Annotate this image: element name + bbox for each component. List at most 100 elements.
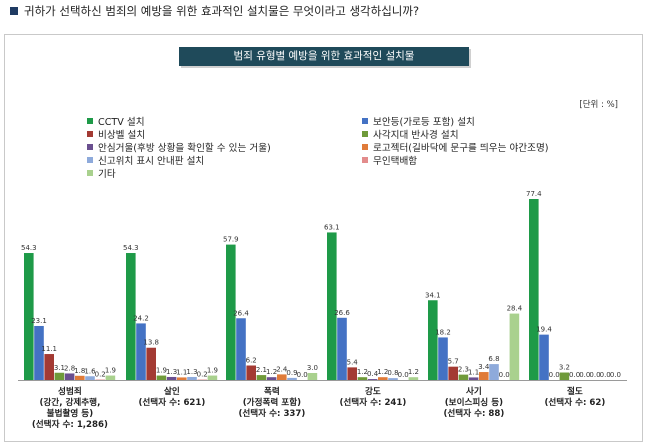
bar xyxy=(177,377,187,380)
data-label: 11.1 xyxy=(41,345,57,353)
bar xyxy=(85,376,95,380)
data-label: 2.8 xyxy=(64,364,75,372)
legend-item: 신고위치 표시 안내판 설치 xyxy=(87,156,204,168)
data-label: 6.2 xyxy=(246,357,257,365)
bar xyxy=(266,377,277,380)
category-label: (선택자 수: 1,286) xyxy=(32,418,108,430)
data-label: 26.6 xyxy=(334,309,350,317)
chart-panel xyxy=(4,34,643,442)
legend-item: 무인택배함 xyxy=(362,156,417,168)
data-label: 1.1 xyxy=(176,368,187,376)
bar xyxy=(34,325,44,380)
bar xyxy=(539,334,549,380)
bar xyxy=(277,374,287,380)
category-label: (선택자 수: 337) xyxy=(238,407,305,419)
data-label: 1.8 xyxy=(74,367,85,375)
category-label: (선택자 수: 88) xyxy=(443,407,504,419)
legend-label: 비상벨 설치 xyxy=(98,130,146,141)
bar xyxy=(24,253,34,380)
data-label: 1.3 xyxy=(166,368,177,376)
bar xyxy=(327,232,337,380)
category-label: (강간, 강제추행, xyxy=(39,396,100,408)
bar xyxy=(287,377,297,380)
bar xyxy=(529,199,539,380)
bar xyxy=(438,337,448,380)
legend-swatch xyxy=(362,118,368,124)
data-label: 0.0 xyxy=(589,371,600,379)
bar xyxy=(54,372,65,380)
data-label: 1.3 xyxy=(186,368,197,376)
legend-label: 기타 xyxy=(98,169,116,180)
bar xyxy=(146,347,156,380)
bar xyxy=(246,365,256,380)
data-label: 2.3 xyxy=(458,366,469,374)
data-label: 1.2 xyxy=(377,368,388,376)
bar xyxy=(105,375,116,380)
bar xyxy=(428,300,438,380)
data-label: 0.0 xyxy=(569,371,580,379)
data-label: 2.4 xyxy=(276,365,288,373)
legend-swatch xyxy=(87,131,93,137)
data-label: 0.9 xyxy=(286,369,297,377)
bar xyxy=(307,372,318,380)
data-label: 0.2 xyxy=(197,371,208,379)
data-label: 0.0 xyxy=(549,371,560,379)
data-label: 0.0 xyxy=(600,371,611,379)
legend-swatch xyxy=(362,144,368,150)
data-label: 1.6 xyxy=(84,367,96,375)
legend-label: 사각지대 반사경 설치 xyxy=(373,130,459,141)
data-label: 1.9 xyxy=(105,367,116,375)
data-label: 0.0 xyxy=(579,371,590,379)
data-label: 3.2 xyxy=(559,364,570,372)
data-label: 23.1 xyxy=(31,317,47,325)
bar xyxy=(156,375,167,380)
bar xyxy=(136,323,146,380)
bar xyxy=(256,375,267,380)
data-label: 6.8 xyxy=(488,355,499,363)
legend-item: 안심거울(후방 상황을 확인할 수 있는 거울) xyxy=(87,143,271,155)
category-label: 강도 xyxy=(365,385,381,397)
data-label: 5.4 xyxy=(347,358,359,366)
bar xyxy=(44,354,54,380)
data-label: 54.3 xyxy=(21,244,37,252)
data-label: 0.0 xyxy=(398,371,409,379)
data-label: 54.3 xyxy=(123,244,139,252)
legend-label: 신고위치 표시 안내판 설치 xyxy=(98,156,205,167)
bar xyxy=(489,364,499,380)
legend-label: CCTV 설치 xyxy=(98,117,145,128)
data-label: 1.9 xyxy=(207,367,218,375)
bar xyxy=(448,366,458,380)
legend-swatch xyxy=(362,131,368,137)
bar xyxy=(347,367,357,380)
category-label: (선택자 수: 621) xyxy=(138,396,205,408)
data-label: 26.4 xyxy=(233,309,249,317)
legend-item: 로고젝터(길바닥에 문구를 띄우는 야간조명) xyxy=(362,143,549,155)
bar xyxy=(75,375,85,380)
bar xyxy=(378,377,388,380)
bar xyxy=(408,377,419,380)
bar xyxy=(337,317,347,380)
data-label: 5.7 xyxy=(448,358,459,366)
chart-title: 범죄 유형별 예방을 위한 효과적인 설치물 xyxy=(179,47,469,66)
data-label: 57.9 xyxy=(223,236,239,244)
data-label: 1.1 xyxy=(468,368,479,376)
data-label: 1.2 xyxy=(357,368,368,376)
bar xyxy=(166,376,177,380)
bar xyxy=(509,313,520,380)
bar xyxy=(236,318,246,380)
category-label: 사기 xyxy=(466,385,482,397)
question-text: 귀하가 선택하신 범죄의 예방을 위한 효과적인 설치물은 무엇이라고 생각하십… xyxy=(10,3,419,19)
unit-label: [단위 : %] xyxy=(579,100,618,110)
bar xyxy=(226,244,236,380)
legend-label: 안심거울(후방 상황을 확인할 수 있는 거울) xyxy=(98,143,271,154)
legend-item: 사각지대 반사경 설치 xyxy=(362,130,459,142)
legend-item: 보안등(가로등 포함) 설치 xyxy=(362,117,475,129)
data-label: 1.2 xyxy=(266,368,277,376)
data-label: 19.4 xyxy=(536,326,552,334)
bar xyxy=(479,372,489,380)
legend-item: 기타 xyxy=(87,169,116,181)
category-label: (보이스피싱 등) xyxy=(445,396,503,408)
bar xyxy=(207,375,218,380)
category-label: (선택자 수: 62) xyxy=(544,396,605,408)
